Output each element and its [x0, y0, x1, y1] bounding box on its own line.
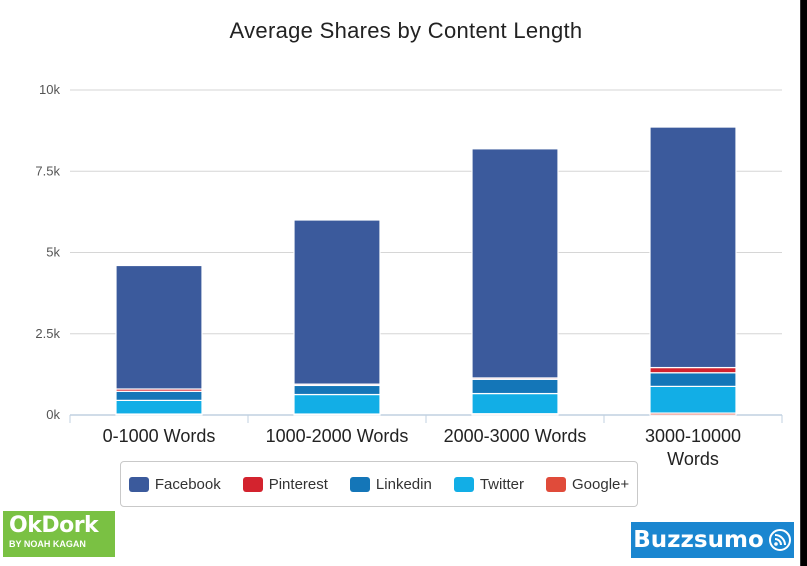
- legend-swatch: [349, 476, 370, 492]
- bar-segment-twitter: [471, 392, 559, 415]
- legend-label: Facebook: [154, 475, 221, 493]
- x-tick-label: 2000-3000 Words: [444, 426, 587, 446]
- x-tick-label: 0-1000 Words: [103, 426, 216, 446]
- okdork-logo-sub: BY NOAH KAGAN: [9, 539, 86, 549]
- buzzsumo-logo: Buzzsumo: [631, 522, 794, 558]
- legend-item[interactable]: Google+: [546, 476, 629, 493]
- legend-swatch: [128, 476, 149, 492]
- legend-swatch: [546, 476, 566, 492]
- bar-segment-twitter: [649, 385, 737, 414]
- legend-label: Google+: [572, 475, 630, 493]
- bar-segment-linkedin: [293, 384, 381, 396]
- legend-item[interactable]: Linkedin: [349, 475, 432, 493]
- y-tick-label: 10k: [39, 82, 60, 97]
- wifi-signal-icon: [768, 529, 791, 551]
- bar-segment-facebook: [293, 219, 381, 385]
- x-tick-label: Words: [667, 449, 719, 469]
- legend-item[interactable]: Pinterest: [242, 475, 328, 493]
- legend-label: Linkedin: [375, 475, 432, 493]
- bar-segment-twitter: [293, 393, 381, 415]
- legend-label: Pinterest: [268, 475, 328, 493]
- okdork-logo: OkDork BY NOAH KAGAN: [3, 511, 115, 557]
- bar-segment-linkedin: [649, 372, 737, 387]
- bar-segment-facebook: [471, 148, 559, 379]
- buzzsumo-logo-text: Buzzsumo: [633, 527, 764, 553]
- x-tick-label: 1000-2000 Words: [266, 426, 409, 446]
- legend-item[interactable]: Facebook: [128, 475, 221, 493]
- bar-segment-linkedin: [115, 390, 203, 401]
- y-tick-label: 0k: [46, 407, 60, 422]
- bar-segment-linkedin: [471, 378, 559, 395]
- legend-swatch: [242, 476, 263, 492]
- bar-segment-facebook: [649, 126, 737, 369]
- chart-legend: Facebook Pinterest Linkedin Twitter Google+: [120, 461, 638, 507]
- okdork-logo-name: OkDork: [9, 513, 99, 538]
- y-tick-label: 5k: [46, 245, 60, 260]
- bar-segment-twitter: [115, 399, 203, 415]
- legend-label: Twitter: [479, 475, 524, 493]
- bar-segment-facebook: [115, 264, 203, 390]
- y-tick-label: 7.5k: [35, 163, 60, 178]
- chart-title: Average Shares by Content Length: [229, 18, 583, 43]
- legend-item[interactable]: Twitter: [453, 475, 524, 493]
- bar-segment-pinterest: [649, 366, 737, 374]
- legend-swatch: [453, 476, 474, 492]
- x-tick-label: 3000-10000: [645, 426, 741, 446]
- y-tick-label: 2.5k: [35, 326, 60, 341]
